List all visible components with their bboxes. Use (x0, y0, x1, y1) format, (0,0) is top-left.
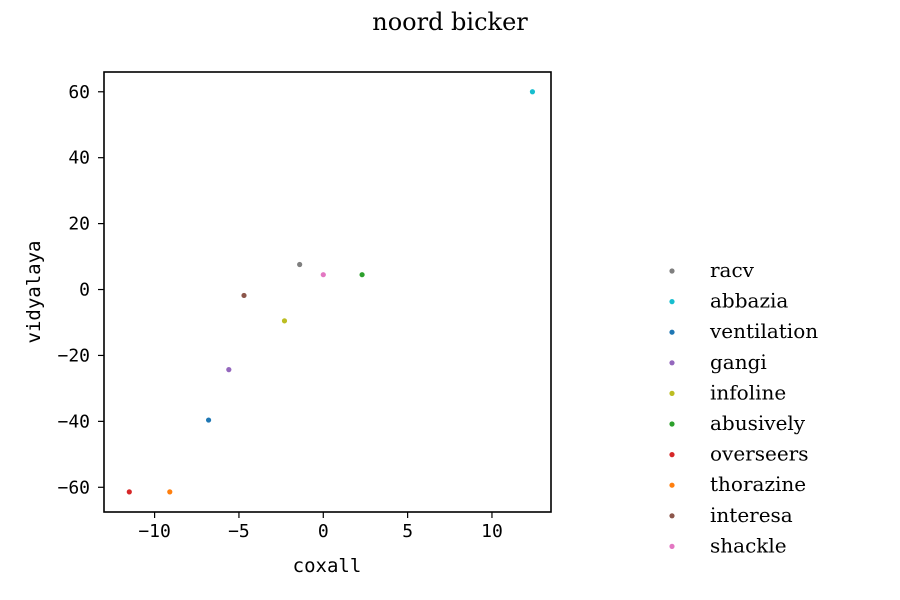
chart-title: noord bicker (372, 8, 528, 36)
axis-ticks: −10 −5 0 5 10 −60 −40 −20 0 20 40 60 (57, 82, 502, 542)
legend-marker-abbazia (669, 299, 675, 305)
legend-label-shackle: shackle (710, 533, 787, 557)
legend-marker-shackle (669, 543, 675, 550)
data-point-infoline (281, 318, 288, 324)
data-point-interesa (241, 292, 247, 299)
y-tick-label: −60 (57, 477, 90, 498)
legend-marker-ventilation (669, 329, 675, 335)
y-tick-label: 20 (68, 214, 90, 235)
y-tick-label: −40 (57, 411, 90, 432)
legend-label-abbazia: abbazia (710, 289, 788, 313)
legend-label-ventilation: ventilation (709, 319, 818, 343)
legend-marker-interesa (669, 513, 675, 519)
data-point-overseers (126, 489, 132, 495)
data-point-ventilation (205, 417, 212, 423)
x-tick-label: 10 (481, 521, 503, 542)
y-tick-label: 40 (68, 148, 90, 169)
y-axis-label: vidyalaya (23, 241, 45, 344)
legend-marker-gangi (669, 360, 675, 366)
legend-label-racv: racv (710, 258, 755, 282)
legend: racv abbazia ventilation gangi infoline abusi… (669, 258, 818, 557)
legend-label-overseers: overseers (710, 442, 809, 466)
x-tick-label: −5 (228, 521, 250, 542)
x-tick-label: 0 (318, 521, 329, 542)
data-point-thorazine (167, 489, 173, 495)
plot-frame (103, 71, 552, 513)
legend-label-gangi: gangi (710, 350, 767, 374)
legend-marker-thorazine (669, 482, 675, 488)
x-axis-label: coxall (293, 555, 362, 577)
x-tick-label: 5 (402, 521, 413, 542)
legend-label-thorazine: thorazine (710, 472, 806, 496)
data-point-abbazia (529, 89, 536, 95)
data-point-shackle (320, 272, 326, 278)
y-tick-label: 60 (68, 82, 90, 103)
plot-area (103, 71, 552, 513)
data-point-gangi (226, 367, 232, 373)
legend-marker-overseers (669, 452, 675, 458)
data-point-racv (297, 261, 303, 268)
legend-marker-abusively (669, 421, 675, 427)
x-tick-label: −10 (138, 521, 171, 542)
y-tick-label: −20 (57, 345, 90, 366)
y-tick-label: 0 (79, 280, 90, 301)
legend-marker-infoline (669, 390, 675, 396)
legend-label-infoline: infoline (710, 380, 786, 404)
legend-label-abusively: abusively (710, 411, 806, 435)
legend-label-interesa: interesa (710, 503, 793, 527)
data-point-abusively (359, 272, 365, 278)
legend-marker-racv (669, 268, 675, 274)
